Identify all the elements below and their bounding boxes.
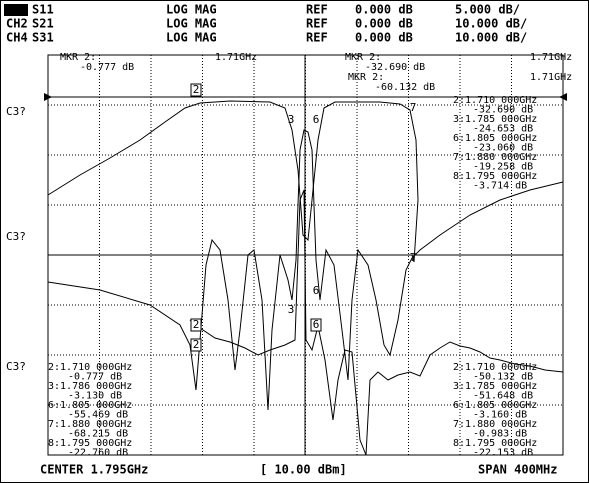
- marker-list-item: 2:1.710 000GHz: [453, 95, 537, 106]
- marker-list-item: 3:1.786 000GHz: [48, 381, 132, 392]
- channel-label: C3?: [6, 230, 26, 243]
- flag-label: 3: [288, 113, 295, 126]
- marker-title: MKR 2:: [60, 52, 96, 63]
- marker-list-item: -32.690 dB: [473, 105, 533, 116]
- marker-list-item: 6:1.805 000GHz: [453, 133, 537, 144]
- marker-list-item: -24.653 dB: [473, 124, 533, 135]
- marker-list-item: 3:1.785 000GHz: [453, 381, 537, 392]
- flag-box: [190, 318, 202, 332]
- marker-freq: 1.71GHz: [215, 52, 257, 63]
- header-scale: 10.000 dB/: [455, 17, 527, 31]
- header-ref-value: 0.000 dB: [355, 31, 413, 45]
- trace-s21: [47, 129, 564, 411]
- header-ref-value: 0.000 dB: [355, 17, 413, 31]
- marker-freq: 1.71GHz: [530, 52, 572, 63]
- marker-list-item: -0.777 dB: [68, 372, 122, 383]
- marker-list-item: 6:1.805 000GHz: [453, 400, 537, 411]
- flag-label: 2: [193, 338, 200, 351]
- marker-value: -0.777 dB: [80, 62, 134, 73]
- marker-list-item: 8:1.795 000GHz: [48, 438, 132, 449]
- marker-list-item: 3:1.785 000GHz: [453, 114, 537, 125]
- marker-list-item: -3.160 dB: [473, 410, 527, 421]
- marker-list-item: -51.648 dB: [473, 391, 533, 402]
- channel-label: C3?: [6, 360, 26, 373]
- marker-list-item: -19.258 dB: [473, 162, 533, 173]
- trace-s11: [47, 100, 419, 263]
- marker-list-item: -22.760 dB: [68, 448, 128, 459]
- header-ref: REF: [306, 3, 328, 17]
- marker-title: MKR 2:: [348, 72, 384, 83]
- flag-label: 2: [193, 318, 200, 331]
- marker-list-item: 8:1.795 000GHz: [453, 438, 537, 449]
- channel: CH4: [6, 31, 28, 45]
- flag-label: 6: [313, 318, 320, 331]
- footer-span: SPAN 400MHz: [478, 463, 557, 477]
- flag-box: [310, 318, 322, 332]
- header-scale: 5.000 dB/: [455, 3, 520, 17]
- marker-list-item: 6:1.805 000GHz: [48, 400, 132, 411]
- marker-value: -32.690 dB: [365, 62, 425, 73]
- grid: [48, 55, 563, 455]
- header-ref: REF: [306, 31, 328, 45]
- header-format: LOG MAG: [166, 31, 217, 45]
- marker-list-item: -0.983 dB: [473, 429, 527, 440]
- flag-box: [190, 338, 202, 352]
- flag-box: [190, 83, 202, 97]
- marker-list-item: 8:1.795 000GHz: [453, 171, 537, 182]
- flag-label: 6: [313, 113, 320, 126]
- marker-list-item: -3.714 dB: [473, 181, 527, 192]
- header-ref: REF: [306, 17, 328, 31]
- marker-freq: 1.71GHz: [530, 72, 572, 83]
- header-param: S11: [32, 3, 54, 17]
- channel: CH1: [6, 3, 28, 17]
- header-format: LOG MAG: [166, 3, 217, 17]
- marker-list-item: 7:1.880 000GHz: [48, 419, 132, 430]
- marker-list-item: 7:1.880 000GHz: [453, 152, 537, 163]
- footer-power: [ 10.00 dBm]: [260, 463, 347, 477]
- footer-center: CENTER 1.795GHz: [40, 463, 148, 477]
- marker-list-item: 7:1.880 000GHz: [453, 419, 537, 430]
- marker-value: -60.132 dB: [375, 82, 435, 93]
- marker-list-item: 2:1.710 000GHz: [48, 362, 132, 373]
- flag-label: 2: [193, 83, 200, 96]
- active-channel-bg: [4, 4, 28, 16]
- flag-label: 3: [288, 303, 295, 316]
- marker-title: MKR 2:: [345, 52, 381, 63]
- marker-list-item: -23.060 dB: [473, 143, 533, 154]
- marker-list-item: -55.469 dB: [68, 410, 128, 421]
- flag-label: 6: [313, 284, 320, 297]
- header-scale: 10.000 dB/: [455, 31, 527, 45]
- channel: CH2: [6, 17, 28, 31]
- header-param: S21: [32, 17, 54, 31]
- trace-s31: [189, 189, 564, 456]
- header-ref-value: 0.000 dB: [355, 3, 413, 17]
- marker-list-item: -3.130 dB: [68, 391, 122, 402]
- flag-label: 7: [410, 101, 417, 114]
- header-format: LOG MAG: [166, 17, 217, 31]
- channel-label: C3?: [6, 105, 26, 118]
- marker-list-item: -68.215 dB: [68, 429, 128, 440]
- marker-list-item: 2:1.710 000GHz: [453, 362, 537, 373]
- flag-label: 7: [410, 251, 417, 264]
- marker-list-item: -22.153 dB: [473, 448, 533, 459]
- marker-list-item: -50.132 dB: [473, 372, 533, 383]
- header-param: S31: [32, 31, 54, 45]
